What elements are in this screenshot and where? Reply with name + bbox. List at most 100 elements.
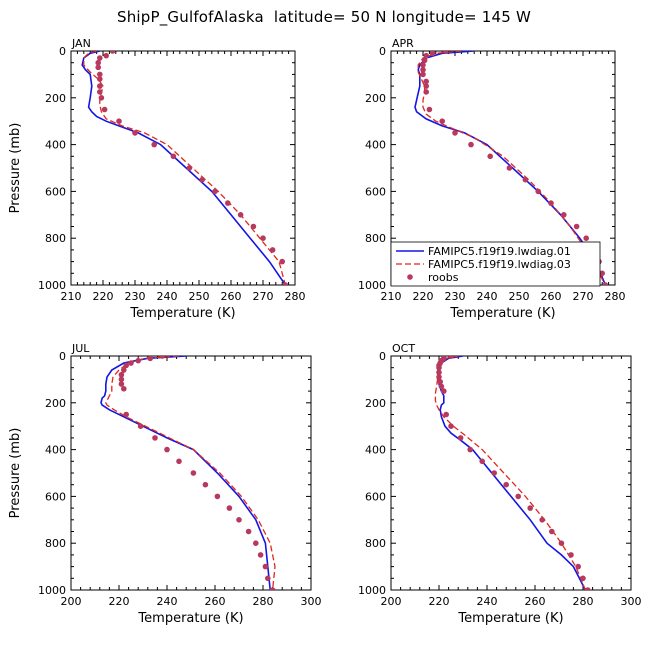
data-point-roobs	[159, 356, 165, 359]
data-point-roobs	[443, 411, 450, 418]
data-point-roobs	[97, 76, 103, 82]
x-tick-label: 280	[605, 290, 626, 303]
data-point-roobs	[282, 282, 289, 285]
x-axis-label: Temperature (K)	[457, 611, 563, 626]
data-point-roobs	[101, 106, 108, 113]
data-point-roobs	[95, 59, 101, 66]
series-group	[81, 51, 289, 285]
data-point-roobs	[103, 52, 109, 59]
panel-label: JAN	[71, 37, 91, 50]
series-line-lwdiag01	[414, 51, 607, 285]
data-point-roobs	[147, 356, 153, 362]
x-tick-label: 220	[413, 290, 434, 303]
legend-entry-label: roobs	[428, 271, 459, 284]
data-point-roobs	[479, 458, 486, 465]
x-tick-label: 250	[509, 290, 530, 303]
series-group	[100, 356, 276, 590]
data-point-roobs	[97, 83, 103, 89]
data-point-roobs	[583, 235, 589, 241]
legend: FAMIPC5.f19f19.lwdiag.01FAMIPC5.f19f19.l…	[390, 241, 601, 287]
series-line-lwdiag03	[105, 356, 276, 590]
y-tick-label: 1000	[358, 584, 386, 597]
data-point-roobs	[269, 247, 276, 253]
data-point-roobs	[95, 64, 101, 71]
x-tick-label: 210	[61, 290, 82, 303]
x-tick-label: 220	[109, 595, 130, 608]
data-point-roobs	[457, 435, 464, 441]
data-point-roobs	[97, 89, 103, 95]
data-point-roobs	[423, 89, 430, 95]
data-point-roobs	[265, 575, 271, 582]
data-point-roobs	[237, 212, 244, 218]
x-tick-label: 270	[253, 290, 274, 303]
y-axis-label: Pressure (mb)	[8, 428, 23, 519]
legend-entry-label: FAMIPC5.f19f19.lwdiag.03	[428, 258, 571, 271]
plot-frame-jan	[70, 50, 296, 286]
panel-label: JUL	[71, 342, 90, 355]
data-point-roobs	[423, 78, 430, 85]
y-tick-label: 0	[59, 45, 66, 58]
data-point-roobs	[236, 517, 242, 523]
x-axis-label: Temperature (K)	[129, 306, 235, 321]
data-point-roobs	[202, 481, 209, 488]
data-point-roobs	[253, 540, 259, 546]
data-point-roobs	[135, 357, 141, 364]
y-tick-label: 400	[365, 139, 386, 152]
y-tick-label: 600	[45, 490, 66, 503]
data-point-roobs	[580, 575, 586, 582]
data-point-roobs	[442, 51, 449, 54]
data-point-roobs	[164, 446, 170, 453]
panel-oct: 200 220 240 260 280 300 0 200 400 600 800 1000 OCT Te…	[358, 342, 642, 626]
y-tick-label: 200	[45, 397, 66, 410]
figure-title: ShipP_GulfofAlaska latitude= 50 N longit…	[117, 8, 531, 27]
data-point-roobs	[137, 423, 144, 430]
data-point-roobs	[423, 52, 430, 59]
data-point-roobs	[487, 153, 494, 160]
data-point-roobs	[452, 130, 458, 136]
data-point-roobs	[97, 71, 103, 78]
y-tick-label: 1000	[358, 279, 386, 292]
x-tick-label: 230	[445, 290, 466, 303]
data-point-roobs	[522, 176, 529, 183]
y-tick-label: 0	[59, 350, 66, 363]
y-axis-label: Pressure (mb)	[8, 123, 23, 214]
panel-jul: 200 220 240 260 280 300 0 200 400 600 800 1000 JUL Te…	[8, 342, 322, 626]
data-point-roobs	[436, 374, 442, 380]
data-point-roobs	[152, 435, 158, 441]
data-point-roobs	[491, 470, 498, 476]
data-point-roobs	[420, 66, 426, 73]
y-tick-label: 400	[45, 139, 66, 152]
y-tick-label: 0	[379, 45, 386, 58]
legend-entry-label: FAMIPC5.f19f19.lwdiag.01	[428, 245, 571, 258]
data-point-roobs	[98, 95, 105, 101]
series-line-lwdiag01	[100, 356, 271, 590]
data-point-roobs	[186, 165, 193, 171]
data-point-roobs	[128, 360, 134, 366]
x-tick-label: 240	[477, 290, 498, 303]
x-tick-label: 230	[125, 290, 146, 303]
data-point-roobs	[561, 212, 567, 218]
x-tick-label: 200	[61, 595, 82, 608]
series-line-lwdiag03	[83, 51, 287, 285]
data-point-roobs	[199, 176, 205, 183]
data-point-roobs	[121, 385, 127, 392]
x-tick-label: 280	[285, 290, 306, 303]
data-point-roobs	[436, 369, 442, 376]
data-point-roobs	[573, 223, 580, 230]
y-tick-label: 200	[365, 92, 386, 105]
data-point-roobs	[558, 540, 565, 546]
data-point-roobs	[245, 528, 252, 535]
data-point-roobs	[279, 258, 286, 265]
x-tick-label: 270	[573, 290, 594, 303]
x-tick-label: 240	[157, 595, 178, 608]
legend-box	[390, 241, 601, 287]
y-tick-label: 600	[365, 185, 386, 198]
data-point-roobs	[506, 165, 513, 171]
data-point-roobs	[132, 130, 138, 136]
panel-label: OCT	[392, 342, 415, 355]
data-point-roobs	[123, 362, 129, 369]
x-tick-label: 240	[477, 595, 498, 608]
data-point-roobs	[549, 528, 555, 535]
x-tick-label: 260	[221, 290, 242, 303]
